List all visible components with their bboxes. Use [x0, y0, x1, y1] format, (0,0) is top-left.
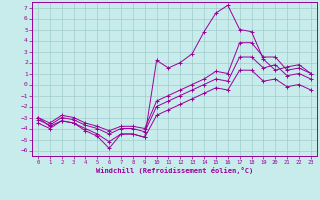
X-axis label: Windchill (Refroidissement éolien,°C): Windchill (Refroidissement éolien,°C)	[96, 167, 253, 174]
